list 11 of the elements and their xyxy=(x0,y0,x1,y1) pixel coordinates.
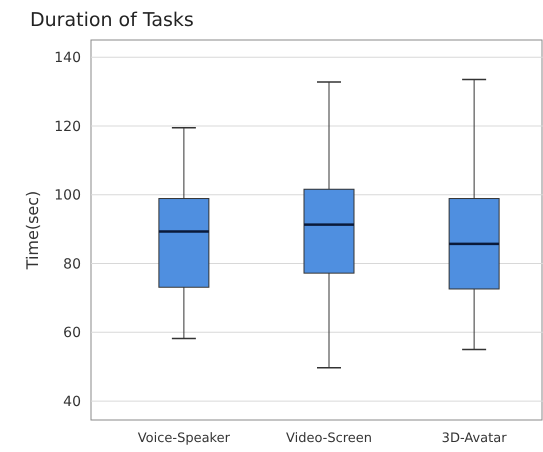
x-tick-label: Voice-Speaker xyxy=(138,431,231,446)
y-tick-label: 40 xyxy=(63,394,81,410)
x-tick-label: 3D-Avatar xyxy=(442,431,508,446)
y-tick-label: 120 xyxy=(54,118,81,135)
chart-title: Duration of Tasks xyxy=(30,9,194,31)
y-tick-label: 80 xyxy=(63,256,81,272)
y-axis-title: Time(sec) xyxy=(23,190,42,270)
x-tick-label: Video-Screen xyxy=(286,431,372,446)
y-tick-label: 60 xyxy=(63,325,81,342)
y-tick-label: 100 xyxy=(54,188,81,204)
y-tick-label: 140 xyxy=(54,50,81,66)
